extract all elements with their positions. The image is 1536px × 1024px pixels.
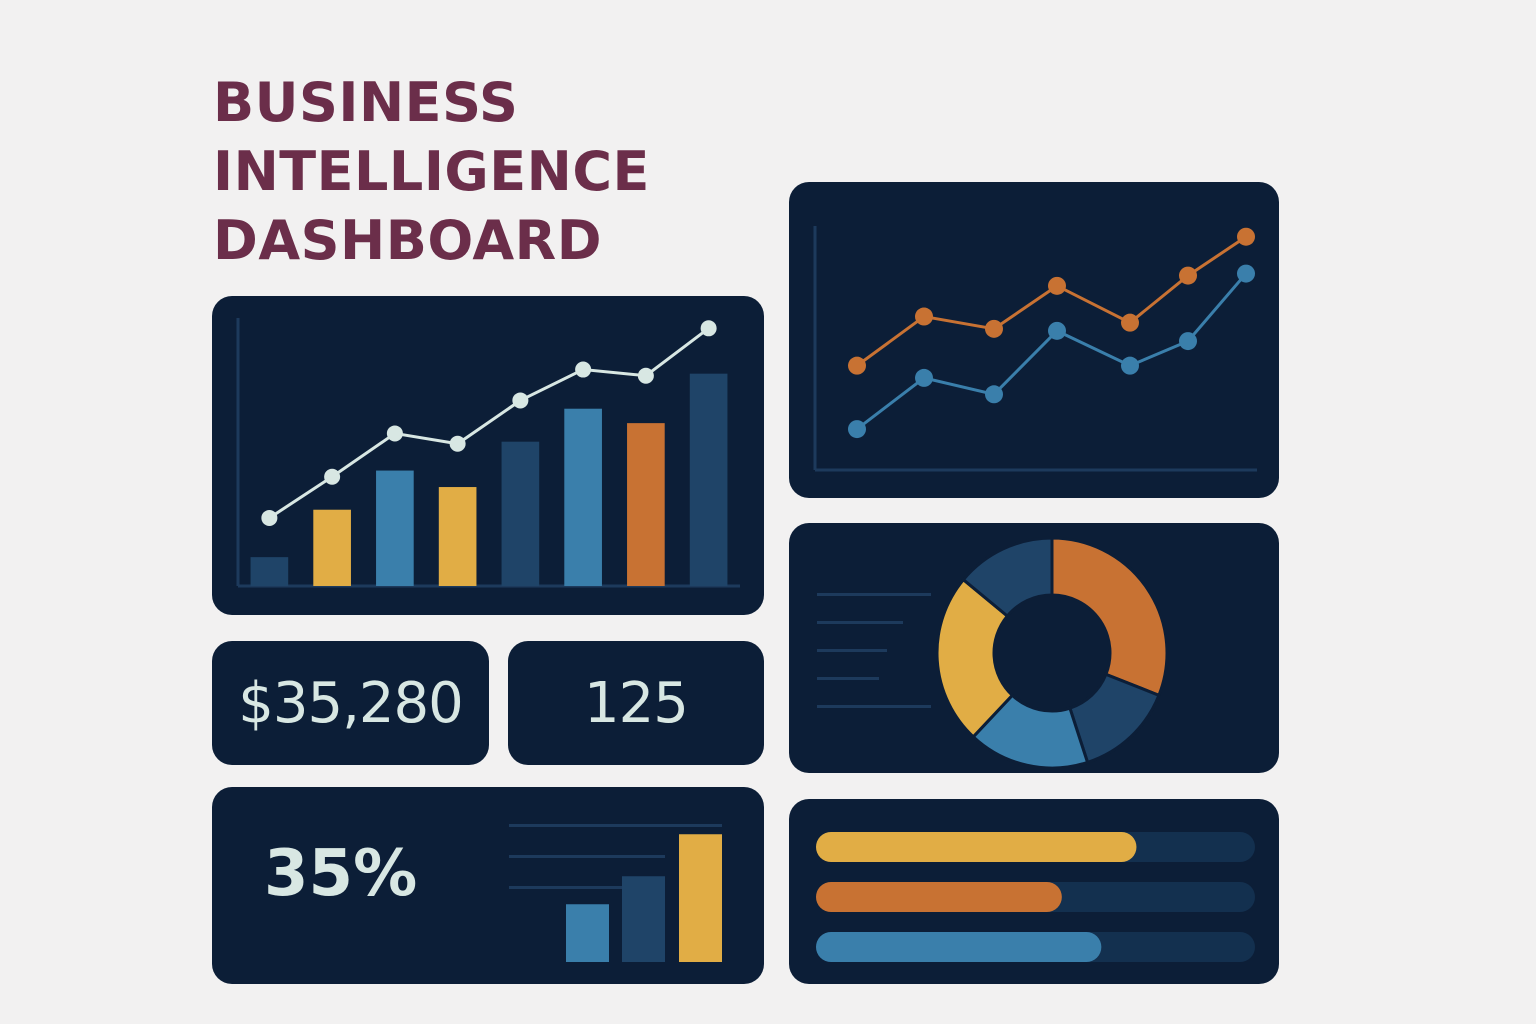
bar-line-chart-card[interactable] <box>212 296 764 615</box>
series-2-point-5 <box>1121 356 1139 375</box>
donut-slice-4 <box>935 577 1015 739</box>
dual-line-chart <box>813 226 1257 472</box>
series-1-point-1 <box>848 356 866 375</box>
trend-point-1 <box>261 509 278 526</box>
percent-kpi-card[interactable]: 35% <box>212 787 764 984</box>
count-value: 125 <box>584 670 689 736</box>
decor-line-1 <box>509 824 722 827</box>
title-line-1: BUSINESS <box>213 71 519 134</box>
legend-line-5 <box>817 705 931 708</box>
decor-line-3 <box>509 886 623 889</box>
bar-4 <box>438 487 477 586</box>
bar-fill-1 <box>816 832 1137 862</box>
donut-slice-1 <box>1050 536 1169 698</box>
progress-bars-card[interactable] <box>789 799 1279 984</box>
bar-1 <box>250 557 289 586</box>
series-2-point-6 <box>1179 332 1197 351</box>
bar-2 <box>313 509 351 586</box>
title-line-2: INTELLIGENCE <box>213 140 650 203</box>
line-chart-card[interactable] <box>789 182 1279 498</box>
series-1-point-6 <box>1179 266 1197 285</box>
bar-3 <box>376 470 414 586</box>
legend-line-2 <box>817 621 903 624</box>
series-2-point-4 <box>1048 321 1066 340</box>
bar-8 <box>689 373 728 586</box>
bar-6 <box>564 408 602 586</box>
series-1-point-4 <box>1048 276 1066 295</box>
trend-point-7 <box>637 367 654 384</box>
percent-value: 35% <box>264 837 418 911</box>
trend-point-4 <box>449 435 466 452</box>
bar-fill-3 <box>816 932 1102 962</box>
series-2-point-2 <box>915 368 933 387</box>
bar-7 <box>627 423 665 586</box>
legend-line-3 <box>817 649 887 652</box>
trend-point-2 <box>324 468 341 485</box>
legend-line-1 <box>817 593 931 596</box>
donut-chart <box>817 536 1169 770</box>
mini-bar-2 <box>622 876 665 962</box>
mini-bar-1 <box>566 904 609 962</box>
trend-line <box>268 327 710 520</box>
bar-fill-2 <box>816 882 1062 912</box>
trend-point-6 <box>575 361 592 378</box>
count-kpi-card[interactable]: 125 <box>508 641 764 765</box>
dashboard-title: BUSINESS INTELLIGENCE DASHBOARD <box>213 68 650 275</box>
series-1-point-2 <box>915 307 933 326</box>
horizontal-bar-chart <box>816 832 1255 962</box>
revenue-value: $35,280 <box>238 670 464 736</box>
donut-slice-5 <box>961 536 1054 619</box>
trend-point-8 <box>700 320 717 337</box>
donut-chart-card[interactable] <box>789 523 1279 773</box>
mini-bar-chart <box>509 824 722 962</box>
revenue-kpi-card[interactable]: $35,280 <box>212 641 489 765</box>
mini-bar-3 <box>679 834 722 962</box>
series-1-point-7 <box>1237 227 1255 246</box>
trend-point-3 <box>386 425 403 442</box>
bar-5 <box>501 441 540 586</box>
series-1-point-5 <box>1121 313 1139 332</box>
legend-line-4 <box>817 677 879 680</box>
series-1-point-3 <box>985 319 1003 338</box>
series-2-point-7 <box>1237 264 1255 283</box>
decor-line-2 <box>509 855 665 858</box>
bar-line-chart <box>236 318 740 588</box>
series-line-2 <box>856 272 1248 431</box>
series-2-point-3 <box>985 385 1003 404</box>
title-line-3: DASHBOARD <box>213 209 603 272</box>
series-2-point-1 <box>848 420 866 439</box>
trend-point-5 <box>512 392 529 409</box>
